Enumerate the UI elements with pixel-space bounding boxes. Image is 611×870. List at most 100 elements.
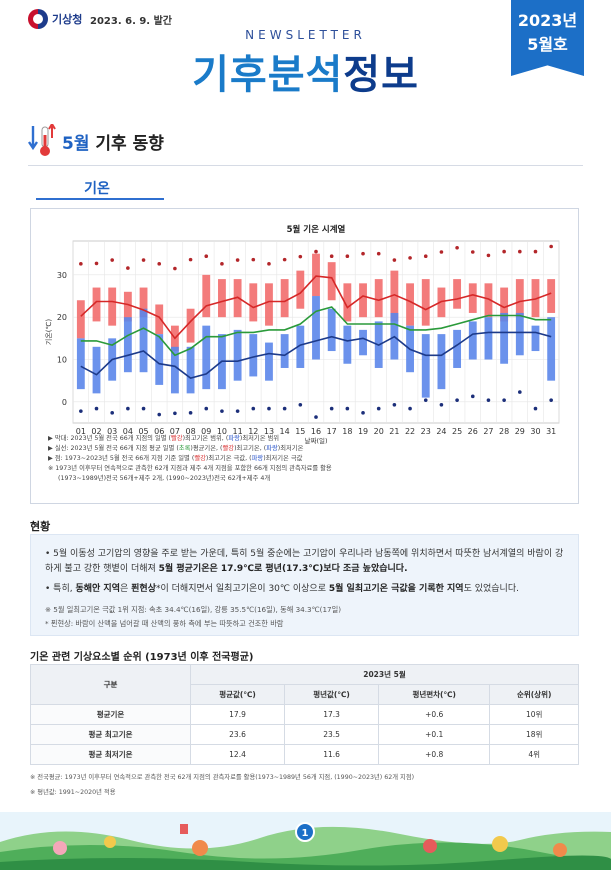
status-paragraph-2: • 특히, 동해안 지역은 푄현상*이 더해지면서 일최고기온이 30℃ 이상으… xyxy=(45,584,519,594)
record-max-point xyxy=(235,258,240,262)
record-max-point xyxy=(267,262,271,266)
max-temp-bar xyxy=(484,283,493,318)
x-tick-label: 27 xyxy=(483,427,493,436)
table-cell: +0.8 xyxy=(378,744,491,765)
min-temp-bar xyxy=(312,296,320,360)
max-temp-bar xyxy=(547,279,556,313)
record-min-point xyxy=(126,406,130,411)
record-min-point xyxy=(314,415,318,419)
record-min-point xyxy=(376,406,381,411)
min-temp-bar xyxy=(265,342,273,381)
x-tick-label: 25 xyxy=(452,427,462,436)
record-min-point xyxy=(455,398,459,402)
max-temp-bar xyxy=(312,253,320,297)
row-label: 평균기온 xyxy=(30,704,191,725)
record-min-point xyxy=(251,406,256,411)
x-tick-label: 18 xyxy=(342,427,352,436)
min-temp-bar xyxy=(280,334,289,368)
min-temp-bar xyxy=(76,338,85,390)
y-axis-label: 기온(℃) xyxy=(44,319,53,345)
footnote-national-average: ※ 전국평균: 1973년 이후부터 연속적으로 관측한 전국 62개 지점의 … xyxy=(30,774,415,781)
record-min-point xyxy=(220,409,224,413)
record-max-point xyxy=(314,249,318,254)
x-tick-label: 03 xyxy=(107,427,117,436)
min-temp-bar xyxy=(170,346,179,394)
record-max-point xyxy=(392,258,397,262)
record-max-point xyxy=(141,258,146,262)
record-max-point xyxy=(282,257,287,262)
max-temp-bar xyxy=(218,279,226,318)
record-min-point xyxy=(79,409,83,413)
max-temp-bar xyxy=(421,279,430,326)
min-temp-bar xyxy=(249,334,258,377)
x-tick-label: 23 xyxy=(421,427,431,436)
page-footnotes: ※ 전국평균: 1973년 이후부터 연속적으로 관측한 전국 62개 지점의 … xyxy=(30,770,414,800)
x-tick-label: 12 xyxy=(248,427,258,436)
record-max-point xyxy=(518,249,522,254)
max-temp-bar xyxy=(249,283,258,322)
record-min-point xyxy=(408,406,412,411)
min-temp-bar xyxy=(327,308,336,352)
table-cell: 10위 xyxy=(489,704,579,725)
record-max-point xyxy=(126,266,130,270)
max-temp-bar xyxy=(453,279,462,309)
record-max-point xyxy=(110,258,114,262)
record-max-point xyxy=(486,253,491,258)
record-max-point xyxy=(345,254,350,259)
chart-note-lines: ▶ 실선: 2023년 5월 전국 66개 지점 평균 일별 (초록)평균기온,… xyxy=(48,445,304,452)
record-min-point xyxy=(502,398,506,402)
series-line xyxy=(80,331,552,379)
x-tick-label: 24 xyxy=(436,427,446,436)
x-tick-label: 06 xyxy=(154,427,164,436)
record-max-point xyxy=(204,254,209,259)
min-temp-bar xyxy=(155,334,164,385)
x-tick-label: 08 xyxy=(185,427,195,436)
record-max-point xyxy=(173,266,177,271)
section-divider xyxy=(28,165,583,166)
x-tick-label: 16 xyxy=(311,427,321,436)
table-header-mean: 평균값(℃) xyxy=(189,684,286,705)
record-min-point xyxy=(94,406,99,411)
min-temp-bar xyxy=(186,346,195,394)
tab-temperature[interactable]: 기온 xyxy=(84,181,110,197)
x-tick-label: 15 xyxy=(295,427,305,436)
max-temp-bar xyxy=(327,262,336,301)
x-tick-label: 21 xyxy=(389,427,399,436)
table-cell: 12.4 xyxy=(189,744,286,765)
x-tick-label: 14 xyxy=(280,427,290,436)
max-temp-bar xyxy=(108,287,117,326)
status-footnote-foehn: * 푄현상: 바람이 산맥을 넘어갈 때 산맥의 풍하 측에 부는 따뜻하고 건… xyxy=(45,619,284,628)
record-max-point xyxy=(188,257,193,262)
x-axis-label: 날짜(일) xyxy=(304,436,327,445)
record-max-point xyxy=(439,250,444,254)
max-temp-bar xyxy=(406,283,414,326)
record-min-point xyxy=(423,398,428,402)
max-temp-bar xyxy=(296,270,305,309)
max-temp-bar xyxy=(123,291,132,322)
x-tick-label: 20 xyxy=(374,427,384,436)
min-temp-bar xyxy=(484,317,493,360)
table-header-normal: 평년값(℃) xyxy=(284,684,380,705)
row-label: 평균 최저기온 xyxy=(30,744,191,765)
ranking-table-title: 기온 관련 기상요소별 순위 (1973년 이후 전국평균) xyxy=(30,652,254,663)
record-max-point xyxy=(470,250,475,254)
chart-note-dots: ▶ 점: 1973~2023년 5월 전국 66개 지점 기준 일별 (빨강)최… xyxy=(48,455,303,462)
table-cell: +0.1 xyxy=(378,724,491,745)
max-temp-bar xyxy=(468,283,477,313)
min-temp-bar xyxy=(531,325,540,352)
section-heading: 5월 기후 동향 xyxy=(28,124,164,158)
record-min-point xyxy=(549,398,553,402)
y-tick-label: 10 xyxy=(57,356,67,365)
min-temp-bar xyxy=(437,334,446,390)
table-row: 평균 최고기온 23.6 23.5 +0.1 18위 xyxy=(30,724,579,745)
series-line xyxy=(80,275,552,340)
taegeuk-icon xyxy=(28,9,48,29)
status-paragraph-1: • 5월 이동성 고기압의 영향을 주로 받는 가운데, 특히 5월 중순에는 … xyxy=(45,549,564,574)
status-box: • 5월 이동성 고기압의 영향을 주로 받는 가운데, 특히 5월 중순에는 … xyxy=(30,534,579,636)
max-temp-bar xyxy=(343,283,352,322)
newsletter-header: 기상청 2023. 6. 9. 발간 NEWSLETTER 기후분석정보 202… xyxy=(0,0,611,110)
status-heading: 현황 xyxy=(30,520,51,533)
x-tick-label: 17 xyxy=(327,427,337,436)
min-temp-bar xyxy=(359,329,367,356)
max-temp-bar xyxy=(359,283,367,318)
